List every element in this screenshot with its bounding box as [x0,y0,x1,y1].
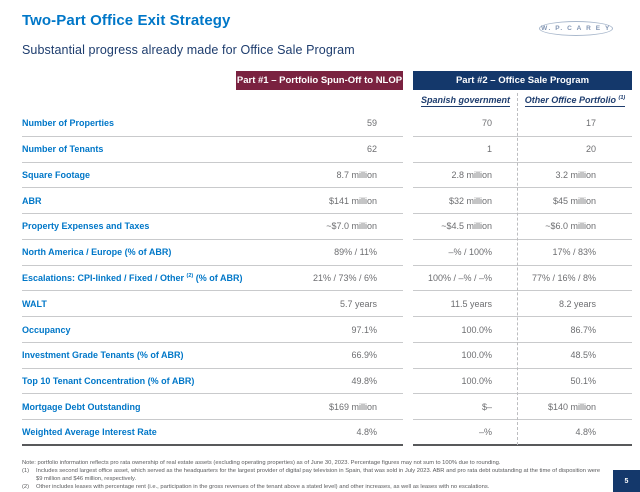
table-row: Occupancy 97.1% 100.0% 86.7% [22,317,632,343]
footnote-note: Note: portfolio information reflects pro… [22,460,501,466]
page-number-badge: 5 [613,470,640,492]
wpcarey-logo: W. P. C A R E Y [539,21,613,36]
spanish-government-value: –% [478,427,492,438]
row-label: Weighted Average Interest Rate [22,427,157,438]
part2-header-bar: Part #2 – Office Sale Program [413,71,632,90]
other-office-portfolio-value: 86.7% [570,324,596,335]
other-office-portfolio-value: 4.8% [575,427,596,438]
other-office-portfolio-label: Other Office Portfolio [524,94,619,105]
part1-value: 59 [366,118,377,129]
table-row: Number of Tenants 62 1 20 [22,137,632,163]
footnote-2-text: Other includes leases with percentage re… [36,483,490,490]
spanish-government-label: Spanish government [420,94,510,105]
part1-value: 21% / 73% / 6% [312,272,377,283]
row-label: Number of Tenants [22,144,104,155]
other-office-portfolio-value: 20 [585,144,596,155]
other-office-portfolio-value: 17 [585,118,596,129]
spanish-government-value: 100.0% [461,324,492,335]
table-row: Number of Properties 59 70 17 [22,111,632,137]
row-label: Number of Properties [22,118,115,129]
part1-value: 62 [366,144,377,155]
page-title: Two-Part Office Exit Strategy [22,12,231,29]
subcolumn-other-office-portfolio: Other Office Portfolio (1) [518,95,632,107]
slide-subtitle: Substantial progress already made for Of… [22,43,355,57]
other-office-portfolio-value: $140 million [547,401,596,412]
spanish-government-value: $– [481,401,492,412]
footnote-2-marker: (2) [186,272,194,279]
other-office-portfolio-value: 50.1% [570,376,596,387]
wpcarey-logo-text: W. P. C A R E Y [541,25,611,32]
spanish-government-value: 2.8 million [451,169,492,180]
other-office-portfolio-value: 48.5% [570,350,596,361]
row-label: Property Expenses and Taxes [22,221,150,232]
table-row: Top 10 Tenant Concentration (% of ABR) 4… [22,369,632,395]
footnote-1-number: (1) [22,468,30,475]
subcolumn-spanish-government: Spanish government [413,95,518,107]
part1-value: 5.7 years [339,298,377,309]
other-office-portfolio-value: 8.2 years [558,298,596,309]
part1-value: 4.8% [356,427,377,438]
spanish-government-value: ~$4.5 million [441,221,492,232]
other-office-portfolio-value: ~$6.0 million [545,221,596,232]
spanish-government-value: $32 million [448,195,492,206]
column-gap [403,71,413,90]
table-header-row: Part #1 – Portfolio Spun-Off to NLOP Par… [22,71,632,90]
footnote-1-marker: (1) [618,94,626,101]
table-row: Escalations: CPI-linked / Fixed / Other … [22,266,632,292]
table-row: ABR $141 million $32 million $45 million [22,188,632,215]
table-subheader-row: Spanish government Other Office Portfoli… [22,90,632,111]
other-office-portfolio-value: 3.2 million [555,169,596,180]
spanish-government-value: 1 [486,144,492,155]
footnote-1: (1) Includes second largest office asset… [22,468,608,483]
other-office-portfolio-value: 17% / 83% [552,247,596,258]
other-office-portfolio-value: 77% / 16% / 8% [531,272,596,283]
header-spacer [22,71,236,90]
spanish-government-value: 11.5 years [450,298,492,309]
row-label: Top 10 Tenant Concentration (% of ABR) [22,376,195,387]
table-row: Investment Grade Tenants (% of ABR) 66.9… [22,343,632,369]
spanish-government-value: 100% / –% / –% [427,272,492,283]
row-label: North America / Europe (% of ABR) [22,247,172,258]
table-row: Weighted Average Interest Rate 4.8% –% 4… [22,420,632,446]
table-row: Square Footage 8.7 million 2.8 million 3… [22,163,632,189]
part1-value: $141 million [328,195,377,206]
part1-header-bar: Part #1 – Portfolio Spun-Off to NLOP [236,71,403,90]
row-label: Escalations: CPI-linked / Fixed / Other … [22,272,243,283]
part1-value: 49.8% [351,376,377,387]
part1-value: 66.9% [351,350,377,361]
footnote-2: (2) Other includes leases with percentag… [22,484,608,492]
part1-value: 97.1% [351,324,377,335]
row-label: Investment Grade Tenants (% of ABR) [22,350,184,361]
table-row: Mortgage Debt Outstanding $169 million $… [22,394,632,421]
part1-value: 8.7 million [336,169,377,180]
subcolumn-dashed-divider [517,93,518,445]
other-office-portfolio-value: $45 million [552,195,596,206]
page-number: 5 [624,477,629,485]
row-label: Mortgage Debt Outstanding [22,401,141,412]
table-row: North America / Europe (% of ABR) 89% / … [22,240,632,266]
part1-value: 89% / 11% [334,247,377,258]
portfolio-comparison-table: Part #1 – Portfolio Spun-Off to NLOP Par… [22,71,632,446]
row-label: WALT [22,298,47,309]
footnote-1-text: Includes second largest office asset, wh… [36,468,601,482]
footnotes: Note: portfolio information reflects pro… [22,460,608,492]
table-row: Property Expenses and Taxes ~$7.0 millio… [22,214,632,240]
row-label: Occupancy [22,324,71,335]
part1-value: $169 million [328,401,377,412]
part1-value: ~$7.0 million [326,221,377,232]
footnote-2-number: (2) [22,483,30,490]
spanish-government-value: –% / 100% [448,247,492,258]
spanish-government-value: 100.0% [461,376,492,387]
table-body: Number of Properties 59 70 17 Number of … [22,111,632,446]
table-row: WALT 5.7 years 11.5 years 8.2 years [22,291,632,318]
row-label: ABR [22,195,42,206]
spanish-government-value: 70 [481,118,492,129]
row-label: Square Footage [22,169,91,180]
spanish-government-value: 100.0% [461,350,492,361]
